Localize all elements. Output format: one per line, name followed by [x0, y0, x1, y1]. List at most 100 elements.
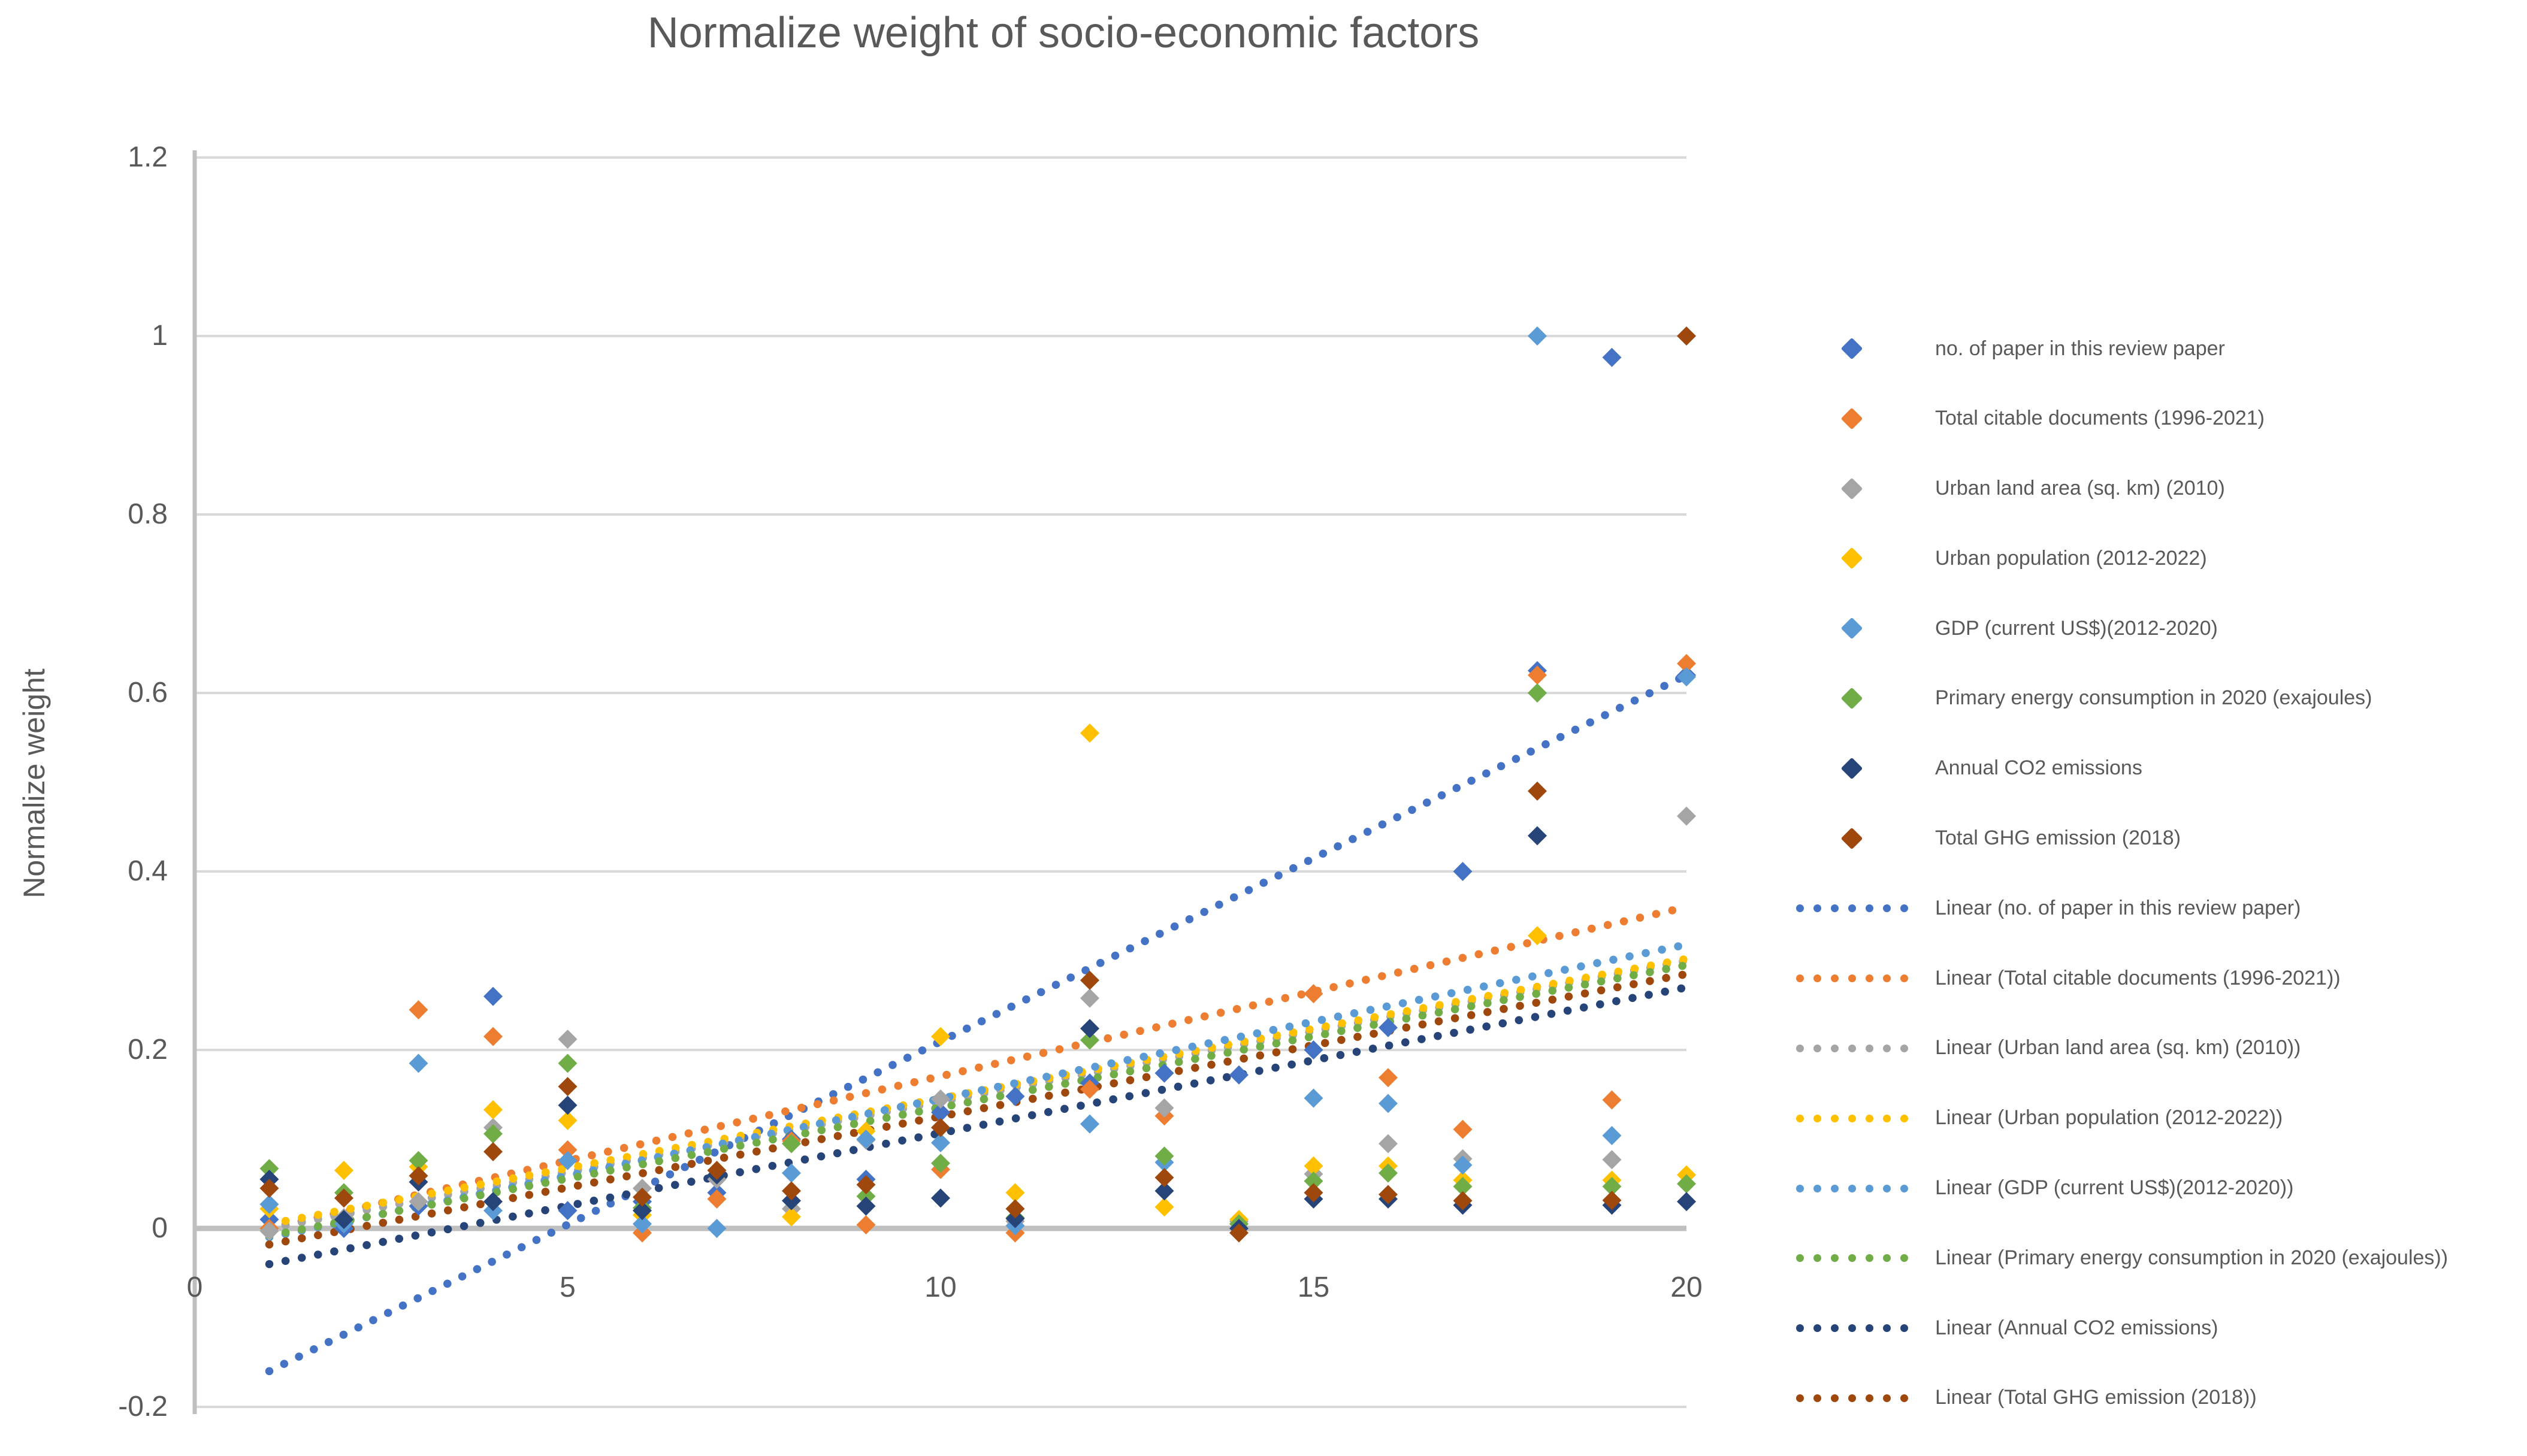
- y-axis-title: Normalize weight: [17, 668, 51, 898]
- data-point: [782, 1191, 801, 1210]
- trendline-3: [265, 955, 1691, 1228]
- data-point: [558, 1095, 578, 1115]
- data-point: [558, 1030, 578, 1049]
- legend-label: Annual CO2 emissions: [1935, 756, 2142, 780]
- data-point: [633, 1214, 652, 1234]
- data-point: [558, 1151, 578, 1170]
- data-point: [1677, 806, 1696, 826]
- legend-label: Linear (Total citable documents (1996-20…: [1935, 966, 2341, 989]
- data-point: [1602, 1191, 1622, 1210]
- data-point: [483, 1027, 503, 1046]
- x-tick-label: 5: [560, 1272, 576, 1303]
- legend-item: Urban land area (sq. km) (2010): [1793, 474, 2520, 503]
- legend-dotted-line-icon: [1793, 1384, 1923, 1412]
- data-point: [1379, 1185, 1398, 1204]
- data-point: [1453, 1155, 1473, 1175]
- data-point: [1304, 1088, 1323, 1108]
- x-tick-label: 15: [1297, 1272, 1330, 1303]
- legend-label: no. of paper in this review paper: [1935, 337, 2225, 360]
- data-point: [1528, 781, 1547, 801]
- data-point: [782, 1181, 801, 1201]
- series-markers-2: [259, 683, 1696, 1241]
- data-point: [1005, 1199, 1025, 1219]
- legend-dotted-line-icon: [1793, 1174, 1923, 1203]
- data-point: [931, 1188, 950, 1208]
- data-point: [1379, 1163, 1398, 1183]
- x-tick-label: 20: [1670, 1272, 1703, 1303]
- legend-item: Total GHG emission (2018): [1793, 824, 2520, 853]
- data-point: [1304, 1156, 1323, 1176]
- data-point: [558, 1054, 578, 1073]
- data-point: [558, 1140, 578, 1160]
- data-point: [1379, 1094, 1398, 1113]
- data-point: [558, 1077, 578, 1097]
- data-point: [409, 1151, 428, 1170]
- legend-item: Linear (GDP (current US$)(2012-2020)): [1793, 1174, 2520, 1203]
- data-point: [1154, 1146, 1174, 1166]
- series-markers-3: [259, 724, 1696, 1230]
- data-point: [1602, 347, 1622, 367]
- data-point: [1080, 1079, 1099, 1099]
- data-point: [1080, 1114, 1099, 1134]
- legend-label: Linear (GDP (current US$)(2012-2020)): [1935, 1176, 2294, 1200]
- data-point: [1379, 1068, 1398, 1088]
- data-point: [1677, 1192, 1696, 1212]
- legend-item: Urban population (2012-2022): [1793, 544, 2520, 573]
- data-point: [409, 1054, 428, 1073]
- legend-label: Linear (Primary energy consumption in 20…: [1935, 1246, 2449, 1269]
- legend-item: no. of paper in this review paper: [1793, 334, 2520, 363]
- data-point: [931, 1089, 950, 1109]
- y-tick-label: 0.2: [128, 1034, 168, 1065]
- x-tick-label: 0: [186, 1272, 203, 1303]
- data-point: [334, 1161, 353, 1180]
- trendline-4: [265, 940, 1691, 1242]
- legend-diamond-icon: [1793, 404, 1923, 433]
- data-point: [1528, 826, 1547, 846]
- data-point: [782, 1134, 801, 1154]
- legend-label: Linear (Urban land area (sq. km) (2010)): [1935, 1036, 2301, 1060]
- data-point: [409, 1192, 428, 1212]
- series-markers-5: [259, 683, 1696, 1234]
- trendline-5: [265, 961, 1691, 1240]
- legend-label: Primary energy consumption in 2020 (exaj…: [1935, 686, 2372, 710]
- data-point: [856, 1196, 876, 1216]
- legend-label: Linear (Urban population (2012-2022)): [1935, 1106, 2283, 1130]
- data-point: [931, 1118, 950, 1137]
- data-point: [1453, 1191, 1473, 1210]
- data-point: [483, 986, 503, 1006]
- data-point: [633, 1187, 652, 1207]
- series-markers-4: [259, 326, 1696, 1238]
- data-point: [1304, 1040, 1323, 1060]
- legend-diamond-icon: [1793, 334, 1923, 363]
- legend-label: GDP (current US$)(2012-2020): [1935, 616, 2218, 640]
- data-point: [1602, 1176, 1622, 1196]
- data-point: [483, 1142, 503, 1161]
- legend-dotted-line-icon: [1793, 894, 1923, 922]
- data-point: [1379, 1134, 1398, 1154]
- legend-item: Linear (Urban population (2012-2022)): [1793, 1104, 2520, 1133]
- legend-label: Total GHG emission (2018): [1935, 827, 2181, 850]
- legend-label: Urban population (2012-2022): [1935, 546, 2207, 570]
- data-point: [1528, 683, 1547, 703]
- legend-diamond-icon: [1793, 544, 1923, 573]
- data-point: [483, 1124, 503, 1144]
- data-point: [259, 1178, 279, 1198]
- legend-dotted-line-icon: [1793, 1243, 1923, 1272]
- data-point: [558, 1110, 578, 1130]
- data-point: [1677, 326, 1696, 346]
- data-point: [409, 1166, 428, 1186]
- data-point: [1453, 1176, 1473, 1196]
- data-point: [483, 1192, 503, 1212]
- y-tick-label: 0.4: [128, 855, 168, 887]
- legend-item: GDP (current US$)(2012-2020): [1793, 614, 2520, 643]
- data-point: [931, 1154, 950, 1173]
- trendline-1: [265, 903, 1691, 1233]
- data-point: [1602, 1126, 1622, 1146]
- legend-item: Linear (Annual CO2 emissions): [1793, 1313, 2520, 1342]
- data-point: [1528, 926, 1547, 946]
- data-point: [856, 1130, 876, 1149]
- data-point: [856, 1215, 876, 1235]
- y-tick-label: 0: [152, 1212, 168, 1244]
